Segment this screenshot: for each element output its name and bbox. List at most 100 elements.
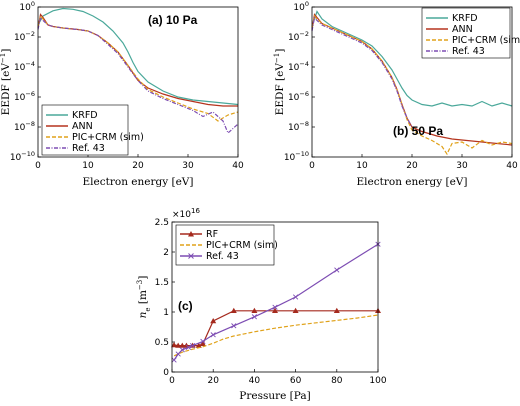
panel-a: 0 10 20 30 40 10−10 10−8 10−6 10−4 10−2 100 (a) 10… — [0, 0, 244, 188]
panel-a-ticks: 0 10 20 30 40 10−10 10−8 10−6 10−4 10−2 100 — [10, 0, 244, 171]
panel-b-ticks: 0 10 20 30 40 10−10 10−8 10−6 10−4 10−2 100 — [284, 0, 518, 171]
panel-a-ylabel: EEDF [eV−1] — [0, 49, 12, 116]
panel-a-series-ref-43 — [37, 16, 239, 135]
panel-c-xtick-label: 40 — [249, 376, 261, 386]
panel-a-xlabel: Electron energy [eV] — [83, 176, 194, 188]
legend-label-pic: PIC+CRM (sim) — [72, 132, 144, 143]
panel-c-point-ref-43 — [185, 344, 192, 351]
panel-b-ytick-label: 10−8 — [288, 120, 309, 133]
panel-a-xtick-label: 30 — [182, 161, 194, 171]
panel-b-xlabel: Electron energy [eV] — [357, 176, 468, 188]
panel-b-xtick-label: 10 — [356, 161, 368, 171]
panel-c-xtick-label: 0 — [169, 376, 175, 386]
panel-c-point-ref-43 — [210, 332, 216, 338]
panel-b-series-pic-crm-sim — [311, 14, 513, 156]
panel-b-ytick-label: 10−4 — [288, 60, 309, 73]
panel-c-title: (c) — [178, 299, 193, 313]
panel-a-ytick-label: 10−4 — [14, 60, 35, 73]
legend-label-krfd: KRFD — [72, 110, 98, 121]
panel-c-ylabel: ne [m−3] — [136, 276, 152, 319]
panel-c-point-rf — [171, 342, 178, 348]
legend-label-ref: Ref. 43 — [72, 143, 105, 154]
panel-b-xtick-label: 30 — [456, 161, 468, 171]
legend-label-ann: ANN — [72, 121, 93, 132]
panel-c-plot-area — [171, 241, 381, 363]
legend-label-ref: Ref. 43 — [452, 46, 485, 57]
panel-b-title: (b) 50 Pa — [393, 124, 443, 138]
panel-b-ytick-label: 10−2 — [288, 30, 309, 43]
panel-a-xtick-label: 20 — [132, 161, 144, 171]
panel-a-plot-area — [37, 7, 239, 135]
panel-c-xtick-label: 20 — [207, 376, 219, 386]
panel-b-series-krfd — [311, 10, 513, 107]
panel-c-point-ref-43 — [251, 314, 258, 320]
panel-c-scale-factor: ×1016 — [172, 207, 200, 220]
panel-b: 0 10 20 30 40 10−10 10−8 10−6 10−4 10−2 100 (b) 50… — [273, 0, 520, 188]
panel-c-xtick-label: 60 — [290, 376, 302, 386]
panel-c-ytick-label: 2.5 — [155, 218, 169, 228]
legend-label-ann: ANN — [452, 24, 473, 35]
panel-c-ytick-label: 1 — [163, 308, 169, 318]
panel-c-point-rf — [251, 307, 258, 313]
panel-c-point-ref-43 — [189, 342, 196, 349]
panel-c-series-pic-crm-sim — [173, 314, 379, 357]
panel-c-ytick-label: 2 — [163, 248, 169, 258]
panel-c-ticks: 0 20 40 60 80 100 0 0.5 1 1.5 2 2.5 — [155, 218, 387, 386]
panel-b-legend: KRFD ANN PIC+CRM (sim) Ref. 43 — [421, 7, 520, 59]
panel-b-xtick-label: 20 — [406, 161, 418, 171]
panel-c-point-ref-43 — [179, 347, 185, 353]
panel-c-point-ref-43 — [292, 294, 299, 300]
panel-a-ytick-label: 10−10 — [10, 150, 35, 163]
panel-a-title: (a) 10 Pa — [148, 13, 198, 27]
panel-c-point-ref-43 — [334, 267, 340, 273]
panel-c-xtick-label: 80 — [331, 376, 343, 386]
panel-a-series-krfd — [37, 7, 239, 106]
panel-c: 0 20 40 60 80 100 0 0.5 1 1.5 2 2.5 ×1016 (c) Press… — [136, 207, 387, 402]
legend-label-pic: PIC+CRM (sim) — [452, 35, 520, 46]
panel-c-point-rf — [175, 342, 182, 348]
panel-a-xtick-label: 10 — [82, 161, 94, 171]
panel-b-xtick-label: 40 — [506, 161, 518, 171]
panel-a-legend-box — [41, 104, 129, 156]
panel-a-legend: KRFD ANN PIC+CRM (sim) Ref. 43 — [41, 104, 144, 156]
panel-a-xtick-label: 40 — [232, 161, 244, 171]
legend-label-pic: PIC+CRM (sim) — [206, 240, 278, 251]
panel-b-xtick-label: 0 — [309, 161, 315, 171]
legend-marker-ref — [188, 253, 194, 259]
panel-c-frame — [171, 221, 379, 373]
panel-b-ylabel: EEDF [eV−1] — [273, 49, 286, 116]
panel-c-point-rf — [230, 307, 237, 313]
panel-b-series-ref-43 — [311, 16, 413, 128]
legend-marker-rf — [188, 231, 194, 237]
panel-c-ytick-label: 1.5 — [155, 278, 169, 288]
panel-c-point-ref-43 — [171, 357, 177, 363]
panel-b-ytick-label: 10−10 — [284, 150, 309, 163]
panel-a-ytick-label: 10−6 — [14, 90, 35, 103]
panel-c-xtick-label: 100 — [369, 376, 386, 386]
panel-c-point-rf — [199, 340, 206, 346]
panel-c-point-ref-43 — [175, 351, 181, 357]
panel-c-point-rf — [179, 342, 186, 348]
panel-c-point-rf — [272, 307, 278, 313]
legend-label-rf: RF — [206, 229, 218, 240]
panel-c-point-ref-43 — [231, 323, 237, 329]
panel-c-point-rf — [210, 318, 217, 324]
panel-a-ytick-label: 10−2 — [14, 30, 35, 43]
panel-a-xtick-label: 0 — [35, 161, 41, 171]
panel-c-point-rf — [292, 307, 299, 313]
panel-a-ytick-label: 10−8 — [14, 120, 35, 133]
panel-a-ytick-label: 100 — [19, 0, 35, 13]
panel-b-ytick-label: 10−6 — [288, 90, 309, 103]
panel-b-legend-box — [421, 7, 511, 59]
panel-c-point-ref-43 — [200, 338, 206, 345]
legend-label-ref: Ref. 43 — [206, 251, 239, 262]
panel-c-point-rf — [195, 342, 202, 348]
panel-b-plot-area — [311, 10, 513, 156]
panel-c-xlabel: Pressure [Pa] — [239, 390, 310, 402]
legend-label-krfd: KRFD — [452, 13, 478, 24]
panel-c-ytick-label: 0.5 — [155, 338, 169, 348]
panel-c-legend: RF PIC+CRM (sim) Ref. 43 — [175, 224, 278, 266]
panel-c-point-rf — [333, 307, 340, 313]
panel-c-point-ref-43 — [272, 304, 278, 310]
